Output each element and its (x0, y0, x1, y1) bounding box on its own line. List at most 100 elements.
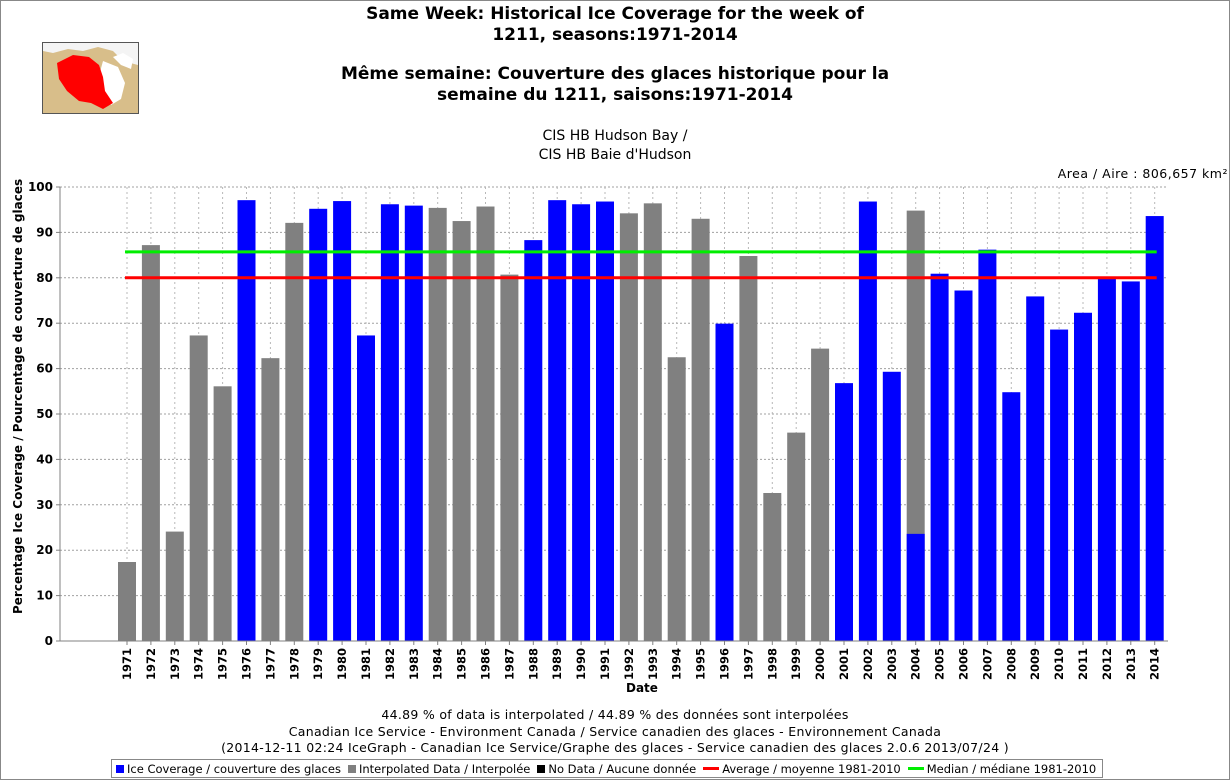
bar-interpolated (118, 562, 136, 641)
chart-title-english: Same Week: Historical Ice Coverage for t… (0, 4, 1230, 46)
chart-legend: Ice Coverage / couverture des glaces Int… (111, 759, 1104, 778)
legend-swatch-no-data (537, 764, 546, 773)
x-tick-label: 2012 (1100, 648, 1114, 680)
x-tick-label: 1989 (550, 648, 564, 680)
bar-ice-coverage (357, 335, 375, 641)
bar-interpolated (667, 357, 686, 641)
chart-title-french: Même semaine: Couverture des glaces hist… (0, 64, 1230, 106)
bar-ice-coverage (524, 240, 543, 642)
bar-interpolated (500, 274, 519, 641)
bar-ice-coverage (1026, 296, 1045, 641)
y-tick-label: 100 (28, 180, 53, 194)
x-tick-label: 2011 (1076, 648, 1090, 680)
bar-ice-coverage (596, 201, 614, 641)
x-tick-label: 1978 (287, 648, 301, 680)
bar-ice-coverage (572, 204, 591, 641)
bar-ice-coverage (882, 371, 901, 641)
bar-interpolated (189, 335, 208, 641)
x-tick-label: 1974 (192, 648, 206, 680)
bar-interpolated (141, 245, 160, 641)
y-tick-label: 30 (36, 498, 53, 512)
subtitle-line-1: CIS HB Hudson Bay / (542, 128, 688, 144)
y-tick-label: 40 (36, 452, 53, 466)
legend-label-interpolated: Interpolated Data / Interpolée (358, 761, 531, 776)
x-tick-label: 1999 (789, 648, 803, 680)
title-fr-line-1: Même semaine: Couverture des glaces hist… (340, 64, 890, 84)
x-tick-label: 1984 (431, 648, 445, 680)
x-tick-label: 1983 (407, 648, 421, 680)
x-tick-label: 1988 (526, 648, 540, 680)
x-tick-label: 2007 (980, 648, 994, 680)
bar-interpolated (261, 358, 280, 641)
bar-ice-coverage (1074, 312, 1092, 641)
bar-ice-coverage (954, 290, 973, 641)
chart-subtitle: CIS HB Hudson Bay / CIS HB Baie d'Hudson (0, 127, 1230, 165)
x-tick-label: 1980 (335, 648, 349, 680)
bar-interpolated (476, 206, 495, 641)
x-tick-label: 2003 (885, 648, 899, 680)
legend-label-median: Median / médiane 1981-2010 (926, 761, 1097, 776)
x-tick-label: 1992 (622, 648, 636, 680)
x-tick-label: 2010 (1052, 648, 1066, 680)
bar-interpolated (763, 492, 782, 641)
bar-ice-coverage (404, 205, 423, 641)
legend-item-interpolated: Interpolated Data / Interpolée (347, 761, 531, 776)
title-en-line-2: 1211, seasons:1971-2014 (492, 25, 738, 45)
y-tick-label: 70 (36, 316, 53, 330)
legend-item-no-data: No Data / Aucune donnée (537, 762, 696, 776)
x-tick-label: 2004 (909, 648, 923, 680)
bar-ice-coverage (1050, 329, 1069, 641)
bar-interpolated (165, 531, 184, 641)
footer-interpolation-note: 44.89 % of data is interpolated / 44.89 … (381, 707, 849, 722)
bar-ice-coverage (333, 201, 352, 641)
area-label: Area / Aire : 806,657 km² (1057, 166, 1228, 181)
bar-ice-coverage (548, 200, 567, 641)
x-tick-label: 1979 (311, 648, 325, 680)
x-tick-label: 2013 (1124, 648, 1138, 680)
bar-ice-coverage (1121, 281, 1140, 641)
bar-interpolated (906, 210, 925, 641)
bar-ice-coverage (715, 323, 734, 641)
x-tick-label: 1990 (574, 648, 588, 680)
y-tick-label: 80 (36, 271, 53, 285)
x-tick-label: 1994 (670, 648, 684, 680)
bar-layer (118, 200, 1164, 642)
x-tick-label: 1987 (502, 648, 516, 680)
bar-ice-coverage (906, 533, 925, 641)
bar-ice-coverage (930, 273, 949, 641)
x-tick-label: 2005 (933, 648, 947, 680)
x-tick-label: 1973 (168, 648, 182, 680)
title-en-line-1: Same Week: Historical Ice Coverage for t… (366, 4, 864, 24)
x-tick-label: 1982 (383, 648, 397, 680)
bar-interpolated (739, 256, 758, 641)
bar-ice-coverage (978, 249, 997, 642)
y-tick-label: 10 (36, 589, 53, 603)
y-tick-label: 60 (36, 362, 53, 376)
x-tick-label: 1991 (598, 648, 612, 680)
y-tick-label: 50 (36, 407, 53, 421)
subtitle-line-2: CIS HB Baie d'Hudson (538, 147, 692, 163)
x-tick-label: 1977 (263, 648, 277, 680)
axis-layer: 0 10 20 30 40 50 60 70 80 90 100 1971 1972 1973 1974 19… (28, 180, 1168, 680)
bar-interpolated (643, 203, 662, 641)
x-tick-label: 2014 (1148, 648, 1162, 680)
title-fr-line-2: semaine du 1211, saisons:1971-2014 (436, 85, 793, 105)
x-tick-label: 1976 (240, 648, 254, 680)
legend-item-average: Average / moyenne 1981-2010 (703, 762, 901, 776)
x-tick-label: 2001 (837, 648, 851, 680)
x-tick-label: 1996 (718, 648, 732, 680)
bar-interpolated (428, 207, 447, 641)
bar-interpolated (691, 218, 710, 641)
bar-ice-coverage (380, 204, 399, 641)
hudson-bay-region-map-icon (42, 42, 139, 114)
x-axis-label: Date (626, 681, 658, 695)
y-axis-label: Percentage Ice Coverage / Pourcentage de… (11, 178, 25, 614)
bar-ice-coverage (1002, 392, 1021, 641)
legend-swatch-ice-coverage (116, 764, 124, 773)
x-tick-label: 2006 (957, 648, 971, 680)
bar-interpolated (285, 222, 304, 641)
bar-interpolated (811, 348, 830, 641)
x-tick-label: 1998 (765, 648, 779, 680)
legend-item-ice-coverage: Ice Coverage / couverture des glaces (116, 762, 341, 776)
